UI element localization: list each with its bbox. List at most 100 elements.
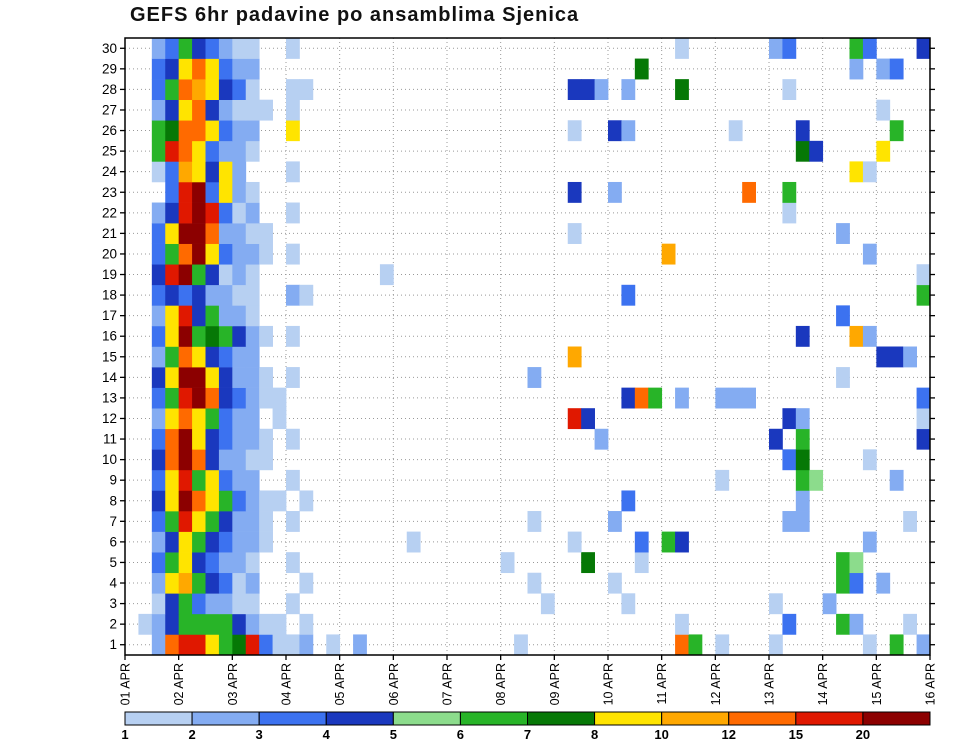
- heatmap-cell: [245, 99, 260, 121]
- heatmap-cell: [299, 613, 314, 635]
- heatmap-cell: [889, 58, 904, 80]
- heatmap-cell: [286, 325, 300, 347]
- heatmap-cell: [192, 181, 206, 203]
- heatmap-cell: [232, 305, 247, 327]
- heatmap-cell: [151, 120, 166, 142]
- heatmap-cell: [192, 408, 206, 430]
- heatmap-cell: [151, 449, 166, 471]
- y-axis-label: 9: [109, 473, 117, 488]
- heatmap-cell: [192, 490, 206, 512]
- heatmap-cell: [286, 593, 300, 615]
- heatmap-cell: [769, 428, 783, 450]
- heatmap-cell: [218, 284, 233, 306]
- heatmap-cell: [232, 181, 247, 203]
- heatmap-cell: [205, 284, 220, 306]
- heatmap-cell: [379, 264, 394, 286]
- heatmap-cell: [151, 161, 166, 183]
- x-axis-label: 03 APR: [226, 663, 240, 705]
- heatmap-cell: [286, 284, 300, 306]
- heatmap-cell: [782, 449, 797, 471]
- colorbar-segment: [594, 711, 663, 726]
- heatmap-cell: [782, 613, 797, 635]
- heatmap-cell: [581, 408, 595, 430]
- heatmap-cell: [567, 531, 582, 553]
- heatmap-cell: [178, 367, 193, 388]
- heatmap-cell: [165, 58, 180, 80]
- heatmap-cell: [527, 367, 542, 388]
- heatmap-cell: [192, 58, 206, 80]
- x-axis-label: 02 APR: [172, 663, 186, 705]
- heatmap-cell: [218, 140, 233, 162]
- x-axis-label: 05 APR: [333, 663, 347, 705]
- heatmap-cell: [205, 140, 220, 162]
- heatmap-cell: [151, 634, 166, 656]
- heatmap-cell: [889, 634, 904, 656]
- heatmap-cell: [621, 387, 636, 409]
- colorbar-segment: [862, 711, 931, 726]
- heatmap-cell: [165, 511, 180, 532]
- heatmap-cell: [527, 511, 542, 532]
- heatmap-cell: [192, 38, 206, 59]
- heatmap-cell: [205, 223, 220, 244]
- heatmap-cell: [245, 223, 260, 244]
- heatmap-cell: [608, 572, 622, 594]
- heatmap-cell: [259, 634, 273, 656]
- heatmap-cell: [245, 449, 260, 471]
- heatmap-cell: [151, 58, 166, 80]
- heatmap-cell: [862, 634, 877, 656]
- heatmap-cell: [916, 634, 931, 656]
- heatmap-cell: [795, 490, 810, 512]
- heatmap-cell: [299, 490, 314, 512]
- colorbar-label: 2: [188, 727, 195, 742]
- colorbar-label: 6: [457, 727, 464, 742]
- heatmap-cell: [218, 161, 233, 183]
- heatmap-cell: [232, 428, 247, 450]
- heatmap-cell: [151, 223, 166, 244]
- colorbar-label: 12: [722, 727, 736, 742]
- heatmap-cell: [232, 120, 247, 142]
- heatmap-cell: [862, 38, 877, 59]
- heatmap-cell: [151, 531, 166, 553]
- heatmap-cell: [594, 428, 609, 450]
- heatmap-cell: [178, 202, 193, 224]
- heatmap-cell: [218, 593, 233, 615]
- heatmap-cell: [567, 79, 582, 100]
- heatmap-cell: [165, 161, 180, 183]
- heatmap-cell: [795, 120, 810, 142]
- heatmap-cell: [205, 387, 220, 409]
- colorbar-label: 4: [323, 727, 331, 742]
- heatmap-cell: [715, 469, 730, 491]
- heatmap-cell: [192, 264, 206, 286]
- heatmap-cell: [192, 469, 206, 491]
- heatmap-cell: [192, 284, 206, 306]
- heatmap-cell: [245, 58, 260, 80]
- heatmap-cell: [178, 511, 193, 532]
- heatmap-cell: [406, 531, 421, 553]
- y-axis-label: 11: [103, 432, 117, 447]
- heatmap-cell: [178, 58, 193, 80]
- heatmap-cell: [286, 511, 300, 532]
- y-axis-label: 7: [109, 514, 117, 529]
- colorbar-segment: [392, 711, 461, 726]
- y-axis-label: 21: [102, 226, 117, 241]
- heatmap-cell: [232, 511, 247, 532]
- heatmap-cell: [205, 79, 220, 100]
- heatmap-cell: [634, 531, 649, 553]
- heatmap-cell: [245, 593, 260, 615]
- heatmap-cell: [795, 408, 810, 430]
- heatmap-cell: [205, 367, 220, 388]
- heatmap-cell: [178, 325, 193, 347]
- heatmap-cell: [782, 181, 797, 203]
- heatmap-cell: [245, 572, 260, 594]
- heatmap-cell: [232, 243, 247, 265]
- y-axis-label: 16: [102, 329, 117, 344]
- heatmap-cell: [151, 325, 166, 347]
- heatmap-cell: [286, 428, 300, 450]
- heatmap-cell: [178, 449, 193, 471]
- heatmap-cell: [192, 367, 206, 388]
- heatmap-cell: [205, 202, 220, 224]
- heatmap-cell: [218, 58, 233, 80]
- heatmap-cell: [782, 408, 797, 430]
- colorbar-segment: [795, 711, 864, 726]
- heatmap-cell: [218, 79, 233, 100]
